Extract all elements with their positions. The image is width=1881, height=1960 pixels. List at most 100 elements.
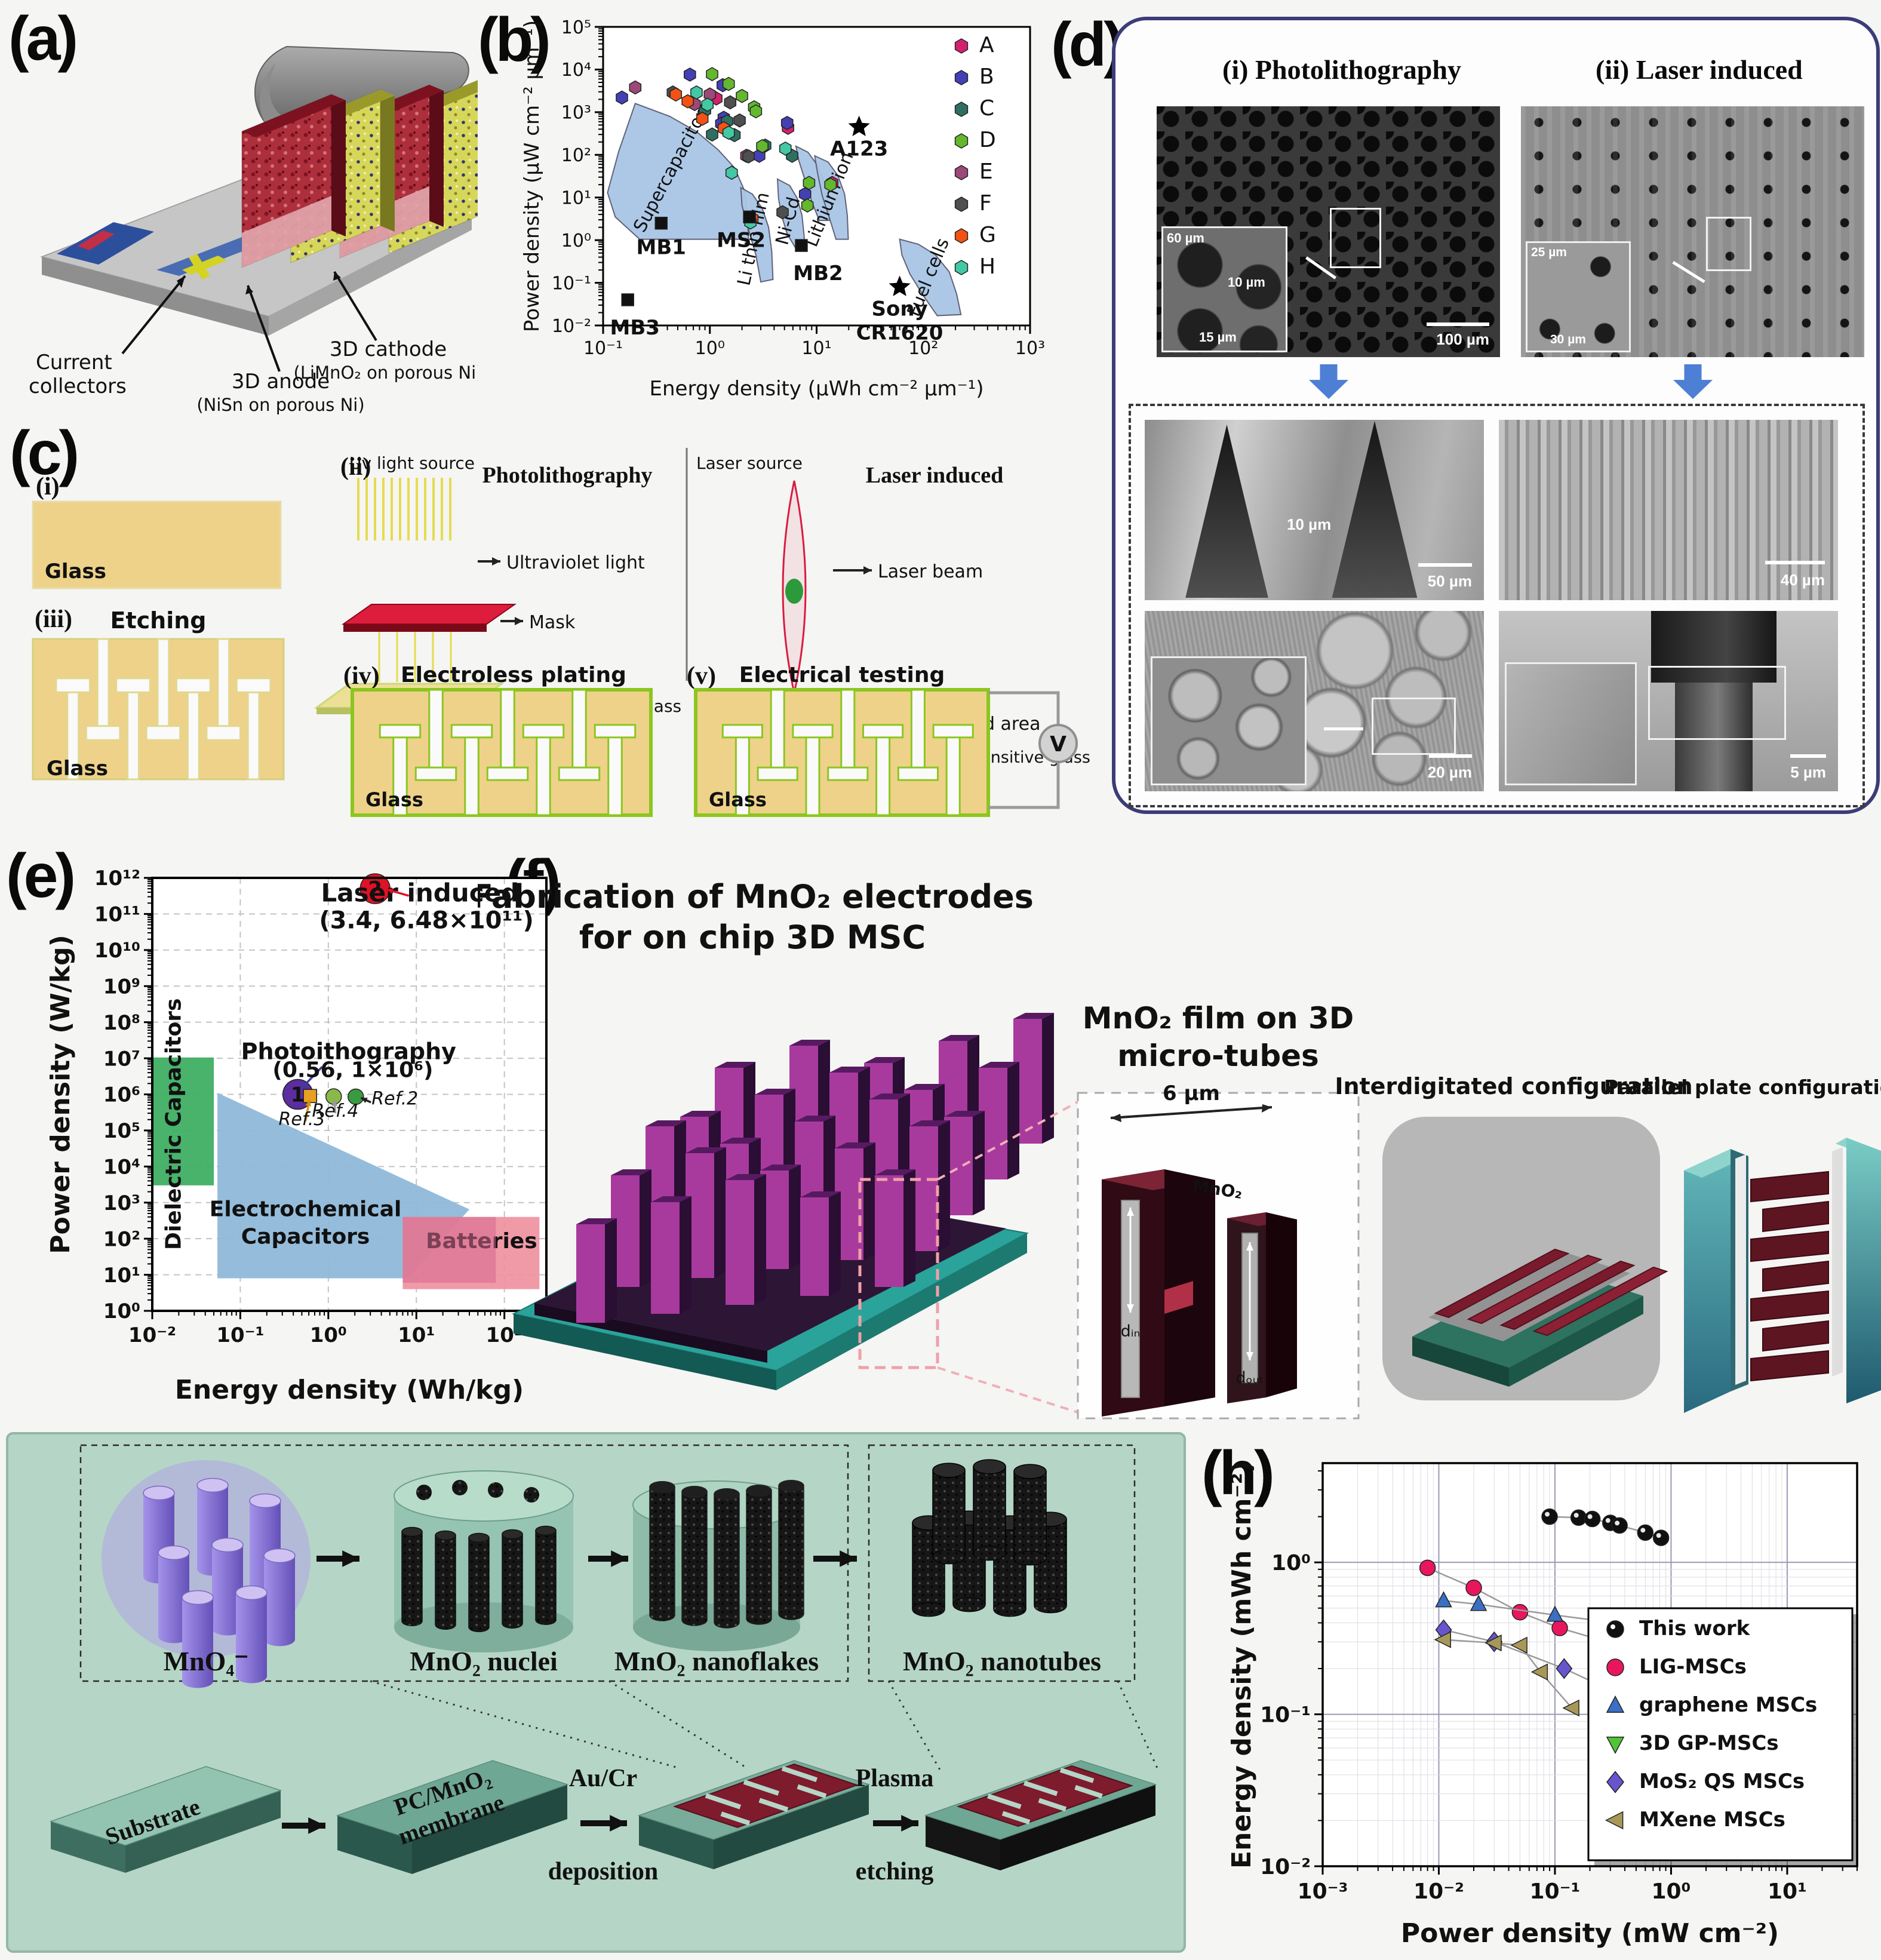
microtube-title-2: micro-tubes: [1117, 1039, 1319, 1073]
svg-text:A: A: [979, 33, 994, 57]
plasma-label: Plasma: [856, 1765, 934, 1792]
substrate-process-row: [49, 1760, 1157, 1874]
panel-e-tag: (e): [6, 841, 76, 911]
inset-bubble: [1151, 656, 1307, 785]
svg-text:MoS₂ QS MSCs: MoS₂ QS MSCs: [1639, 1769, 1805, 1793]
uv-light-label: Ultraviolet light: [506, 552, 645, 573]
sem-comparison-panel: (i) Photolithography (ii) Laser induced …: [1112, 17, 1880, 814]
permanganate-cylinders: [143, 1477, 296, 1688]
svg-text:H: H: [979, 254, 995, 279]
svg-text:10⁰: 10⁰: [310, 1323, 347, 1347]
sem-microtube: 5 µm: [1499, 611, 1838, 791]
scalebar-cone: [1418, 563, 1472, 567]
uv-rays-through-mask: [378, 632, 452, 682]
svg-text:Energy density (Wh/kg): Energy density (Wh/kg): [175, 1375, 524, 1405]
interdigitated-electrodes: [1434, 1248, 1668, 1337]
svg-text:10¹²: 10¹²: [94, 867, 140, 890]
svg-text:Power density (W/kg): Power density (W/kg): [45, 935, 76, 1254]
glass-slab-i: [32, 500, 282, 589]
svg-text:10⁻³: 10⁻³: [1298, 1879, 1348, 1904]
voltmeter-label: V: [1050, 732, 1066, 757]
svg-text:MXene MSCs: MXene MSCs: [1639, 1808, 1785, 1832]
svg-text:10⁰: 10⁰: [1651, 1879, 1691, 1904]
inset-tube: [1505, 662, 1637, 785]
svg-text:MS2: MS2: [717, 228, 766, 252]
svg-text:D: D: [979, 128, 996, 152]
svg-text:(0.56, 1×10⁶): (0.56, 1×10⁶): [272, 1058, 433, 1083]
svg-text:10¹: 10¹: [801, 338, 831, 359]
svg-text:10⁻²: 10⁻²: [552, 316, 591, 337]
svg-text:C: C: [979, 96, 994, 121]
roi-box-i: [1330, 208, 1381, 268]
col-i-title: (i) Photolithography: [1222, 54, 1461, 85]
laser-induced-title: Laser induced: [866, 463, 1004, 488]
etching-title: Etching: [110, 607, 207, 634]
cone-gap-label: 10 µm: [1287, 515, 1332, 533]
svg-text:10⁻²: 10⁻²: [1413, 1879, 1464, 1904]
svg-text:10¹⁰: 10¹⁰: [94, 939, 140, 963]
col-ii-num: (ii): [1596, 54, 1630, 85]
ragone-plot-comparison: 10⁻³ 10⁻² 10⁻¹ 10⁰ 10¹ 10⁻² 10⁻¹ 10⁰ Power densi…: [1224, 1451, 1875, 1955]
svg-text:10³: 10³: [561, 103, 591, 124]
panel-b-tag: (b): [478, 5, 551, 75]
stage3-label: MnO₂ nanoflakes: [614, 1646, 819, 1676]
inset-i-10um: 10 µm: [1228, 275, 1265, 290]
col-i-num: (i): [1222, 54, 1249, 85]
svg-text:10¹: 10¹: [1768, 1879, 1807, 1904]
current-collectors-label: Current: [36, 351, 112, 374]
deposition-label: deposition: [548, 1858, 658, 1885]
inset-ii: 25 µm 30 µm: [1526, 241, 1631, 352]
svg-text:G: G: [979, 223, 996, 247]
step-ii-num: (ii): [340, 453, 371, 481]
svg-text:10¹: 10¹: [561, 188, 591, 209]
nanotubes-cluster: [912, 1459, 1067, 1617]
inset-ii-30um: 30 µm: [1550, 333, 1586, 346]
uv-source-label: Uv light source: [349, 453, 475, 473]
svg-text:10³: 10³: [1015, 338, 1045, 359]
fab-title-1: Fabrication of MnO₂ electrodes: [478, 878, 1034, 916]
svg-text:E: E: [979, 159, 993, 184]
glass-label-v: Glass: [709, 788, 767, 811]
scalebar-bubbles: [1429, 754, 1472, 758]
current-collector-pad: [57, 222, 154, 265]
roi-box-bubble: [1372, 698, 1456, 755]
inset-i-60um: 60 µm: [1167, 231, 1204, 245]
svg-text:Power density (µW cm⁻² µm⁻¹): Power density (µW cm⁻² µm⁻¹): [520, 20, 544, 332]
panel-h-tag: (h): [1201, 1439, 1275, 1508]
nuclei-cylinder: [394, 1470, 574, 1652]
svg-text:10⁸: 10⁸: [103, 1011, 140, 1035]
svg-text:10¹: 10¹: [398, 1323, 435, 1347]
testing-title: Electrical testing: [739, 663, 945, 687]
step-v-num: (v): [687, 662, 716, 690]
sem-photolith-top: 60 µm 10 µm 15 µm 100 µm: [1157, 106, 1500, 357]
roi-box-ii: [1706, 217, 1751, 271]
svg-text:2: 2: [368, 877, 382, 901]
svg-text:Dielectric Capacitors: Dielectric Capacitors: [162, 999, 186, 1251]
etched-cone: [1185, 425, 1268, 598]
stage1-label: MnO₄⁻: [164, 1646, 249, 1676]
glass-label-i: Glass: [45, 560, 106, 583]
scalebar-cone-label: 50 µm: [1427, 572, 1472, 590]
svg-text:A123: A123: [830, 137, 888, 161]
microtube-graphic: [1102, 1169, 1297, 1417]
roi-box-tube: [1648, 666, 1786, 740]
laser-source-label: Laser source: [696, 453, 803, 473]
svg-text:10⁶: 10⁶: [103, 1083, 140, 1107]
svg-text:Laser induced: Laser induced: [321, 878, 520, 908]
scalebar-i-label: 100 µm: [1436, 330, 1489, 348]
d-out-label: dₒᵤₜ: [1235, 1369, 1264, 1387]
etched-glass-iii: [32, 638, 285, 781]
svg-text:10⁰: 10⁰: [103, 1300, 140, 1323]
current-collectors-label-2: collectors: [29, 374, 127, 398]
tested-glass-v: [694, 688, 990, 817]
svg-text:10¹: 10¹: [103, 1264, 140, 1288]
fabrication-scheme: (i) Glass (iii) Etching Glass (ii) Uv li…: [32, 448, 1090, 817]
svg-text:10⁻²: 10⁻²: [128, 1323, 176, 1347]
annotation-arrows: [121, 271, 377, 372]
pillar-highlight-box: [858, 1178, 939, 1369]
svg-text:10⁻¹: 10⁻¹: [1260, 1703, 1311, 1728]
laser-beam-label: Laser beam: [878, 561, 983, 582]
svg-text:10⁴: 10⁴: [561, 60, 591, 81]
mask-slab: [341, 604, 517, 625]
